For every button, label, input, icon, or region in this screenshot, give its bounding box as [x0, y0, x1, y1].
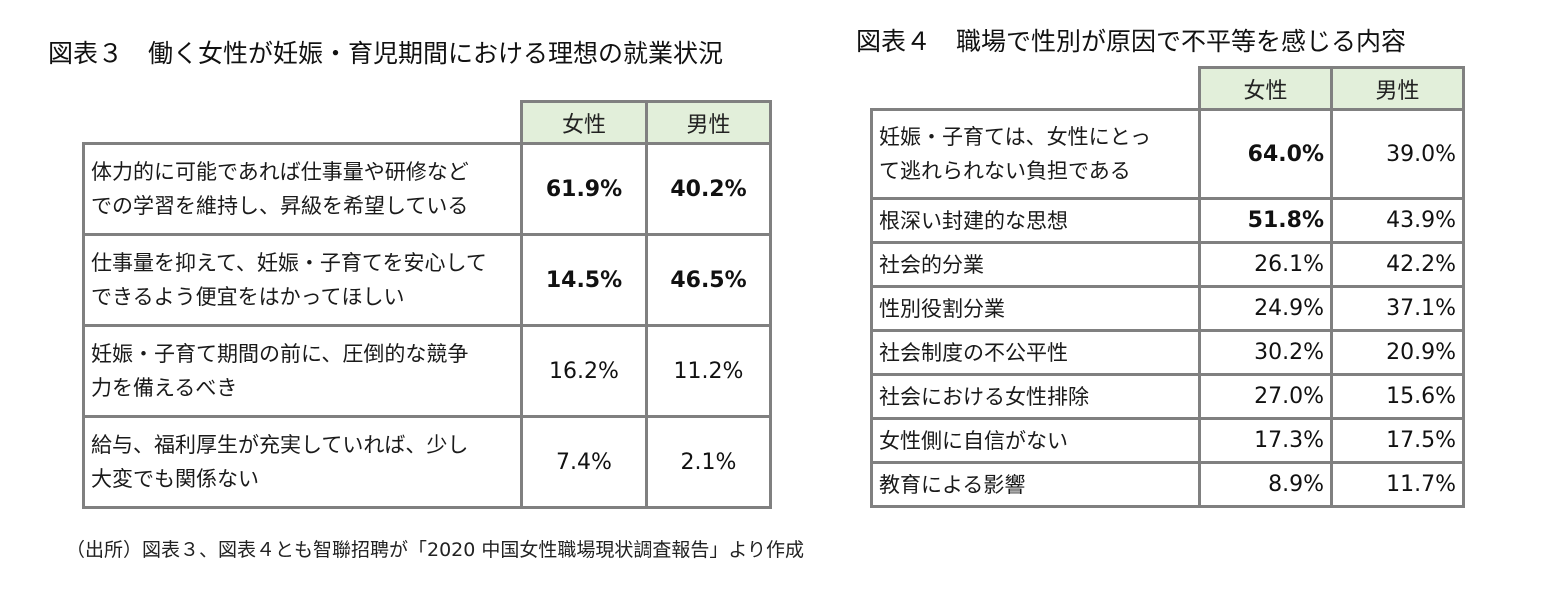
table-row: 教育による影響 8.9% 11.7% [870, 461, 1465, 508]
female-value: 24.9% [1198, 285, 1333, 332]
row-label: 社会的分業 [870, 241, 1201, 288]
table-row: 妊娠・子育ては、女性にとっ て逃れられない負担である 64.0% 39.0% [870, 108, 1465, 200]
row-label: 根深い封建的な思想 [870, 197, 1201, 244]
figure4-title: 図表４ 職場で性別が原因で不平等を感じる内容 [856, 27, 1407, 56]
table-header-row: 女性 男性 [871, 66, 1465, 111]
female-value: 17.3% [1198, 417, 1333, 464]
row-label: 妊娠・子育ては、女性にとっ て逃れられない負担である [870, 108, 1201, 200]
source-note: （出所）図表３、図表４とも智聯招聘が「2020 中国女性職場現状調査報告」より作… [66, 539, 805, 561]
row-label: 女性側に自信がない [870, 417, 1201, 464]
figure3-title: 図表３ 働く女性が妊娠・育児期間における理想の就業状況 [48, 39, 724, 68]
header-male: 男性 [645, 100, 772, 145]
header-female: 女性 [520, 100, 648, 145]
table-row: 社会的分業 26.1% 42.2% [870, 241, 1465, 288]
row-label: 教育による影響 [870, 461, 1201, 508]
table-row: 社会制度の不公平性 30.2% 20.9% [870, 329, 1465, 376]
row-label: 仕事量を抑えて、妊娠・子育てを安心して できるよう便宜をはかってほしい [82, 233, 523, 327]
table-row: 女性側に自信がない 17.3% 17.5% [870, 417, 1465, 464]
female-value: 26.1% [1198, 241, 1333, 288]
male-value: 39.0% [1330, 108, 1465, 200]
row-label: 性別役割分業 [870, 285, 1201, 332]
male-value: 11.7% [1330, 461, 1465, 508]
table-row: 給与、福利厚生が充実していれば、少し 大変でも関係ない 7.4% 2.1% [82, 415, 772, 509]
male-value: 2.1% [645, 415, 772, 509]
female-value: 30.2% [1198, 329, 1333, 376]
row-label: 社会における女性排除 [870, 373, 1201, 420]
header-male: 男性 [1330, 66, 1465, 111]
male-value: 15.6% [1330, 373, 1465, 420]
row-label: 社会制度の不公平性 [870, 329, 1201, 376]
table-row: 社会における女性排除 27.0% 15.6% [870, 373, 1465, 420]
male-value: 20.9% [1330, 329, 1465, 376]
table-header-row: 女性 男性 [83, 100, 772, 145]
male-value: 46.5% [645, 233, 772, 327]
table-row: 体力的に可能であれば仕事量や研修など での学習を維持し、昇級を希望している 61.… [82, 142, 772, 236]
table-row: 仕事量を抑えて、妊娠・子育てを安心して できるよう便宜をはかってほしい 14.5%… [82, 233, 772, 327]
female-value: 14.5% [520, 233, 648, 327]
female-value: 8.9% [1198, 461, 1333, 508]
figure3-table: 女性 男性 体力的に可能であれば仕事量や研修など での学習を維持し、昇級を希望して… [82, 100, 772, 509]
table-row: 性別役割分業 24.9% 37.1% [870, 285, 1465, 332]
female-value: 61.9% [520, 142, 648, 236]
table-row: 根深い封建的な思想 51.8% 43.9% [870, 197, 1465, 244]
header-blank-cell [871, 67, 1200, 111]
male-value: 42.2% [1330, 241, 1465, 288]
female-value: 16.2% [520, 324, 648, 418]
female-value: 64.0% [1198, 108, 1333, 200]
female-value: 51.8% [1198, 197, 1333, 244]
male-value: 37.1% [1330, 285, 1465, 332]
row-label: 妊娠・子育て期間の前に、圧倒的な競争 力を備えるべき [82, 324, 523, 418]
header-female: 女性 [1198, 66, 1333, 111]
male-value: 40.2% [645, 142, 772, 236]
male-value: 43.9% [1330, 197, 1465, 244]
male-value: 11.2% [645, 324, 772, 418]
female-value: 27.0% [1198, 373, 1333, 420]
female-value: 7.4% [520, 415, 648, 509]
table-row: 妊娠・子育て期間の前に、圧倒的な競争 力を備えるべき 16.2% 11.2% [82, 324, 772, 418]
row-label: 体力的に可能であれば仕事量や研修など での学習を維持し、昇級を希望している [82, 142, 523, 236]
figure4-table: 女性 男性 妊娠・子育ては、女性にとっ て逃れられない負担である 64.0% 39… [870, 66, 1465, 508]
male-value: 17.5% [1330, 417, 1465, 464]
header-blank-cell [83, 101, 522, 145]
row-label: 給与、福利厚生が充実していれば、少し 大変でも関係ない [82, 415, 523, 509]
